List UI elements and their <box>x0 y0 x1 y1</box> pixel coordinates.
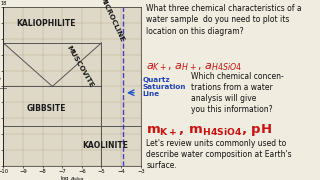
Text: Let's review units commonly used to
describe water composition at Earth's
surfac: Let's review units commonly used to desc… <box>146 139 292 170</box>
Text: MUSCOVITE: MUSCOVITE <box>65 44 94 89</box>
Text: $\mathbf{m_{K+}}$$\mathbf{,}$ $\mathbf{m_{H4SiO4}}$$\mathbf{,}$ $\mathbf{pH}$: $\mathbf{m_{K+}}$$\mathbf{,}$ $\mathbf{m… <box>146 122 272 138</box>
Text: KALIOPHILITE: KALIOPHILITE <box>17 19 76 28</box>
Text: Which chemical concen-
trations from a water
analysis will give
you this informa: Which chemical concen- trations from a w… <box>191 72 284 114</box>
X-axis label: log $a_{silica}$: log $a_{silica}$ <box>60 174 84 180</box>
Text: $a_{K+}$: $a_{K+}$ <box>0 76 2 83</box>
Text: KAOLINITE: KAOLINITE <box>83 141 128 150</box>
Text: GIBBSITE: GIBBSITE <box>27 104 66 113</box>
Text: $a_{K+}$$\mathit{,}$ $a_{H+}$$\mathit{,}$ $a_{H4SiO4}$: $a_{K+}$$\mathit{,}$ $a_{H+}$$\mathit{,}… <box>146 61 242 73</box>
Text: Quartz
Saturation
Line: Quartz Saturation Line <box>143 76 186 96</box>
Text: 18: 18 <box>0 1 6 6</box>
Text: What three chemical characteristics of a
water sample  do you need to plot its
l: What three chemical characteristics of a… <box>146 4 302 35</box>
Text: MICROCLINE: MICROCLINE <box>98 0 124 43</box>
Text: $a_{H+}$: $a_{H+}$ <box>0 94 2 102</box>
